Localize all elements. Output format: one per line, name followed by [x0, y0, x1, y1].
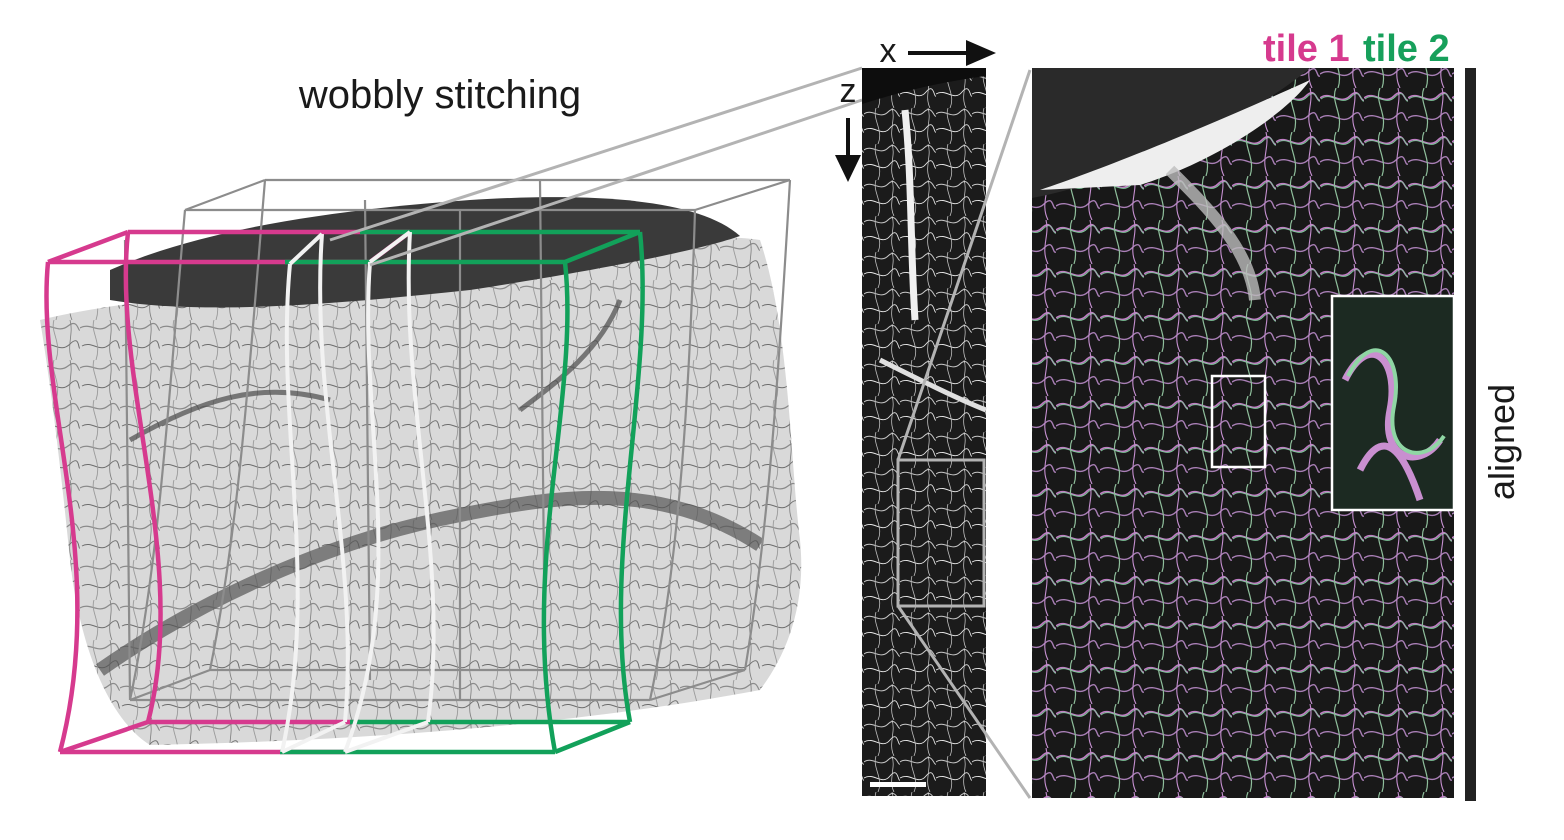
x-axis-label: x [880, 32, 897, 70]
overlap-frames [280, 230, 436, 754]
figure-title: wobbly stitching [298, 73, 581, 117]
tile1-frame [44, 229, 412, 755]
tissue-top-surface [110, 197, 740, 308]
legend: tile 1 tile 2 [1263, 28, 1450, 70]
inset-vessel-green [1346, 348, 1446, 455]
xz-section-panel [862, 68, 987, 796]
overlay-panel [1032, 68, 1456, 798]
legend-tile1: tile 1 [1263, 28, 1350, 70]
inset-vessel-magenta [1341, 350, 1443, 502]
volume-render-panel [40, 178, 802, 755]
x-arrowhead-icon [966, 40, 996, 66]
overlay-bright-surface [1032, 68, 1310, 198]
legend-tile2: tile 2 [1363, 28, 1450, 70]
overlay-large-vessel [1165, 165, 1261, 301]
tissue-volume [40, 237, 802, 745]
zoom-connectors-right [896, 69, 1032, 799]
aligned-bar [1465, 68, 1476, 801]
z-arrowhead-icon [835, 155, 861, 182]
xz-section-vessel-2 [878, 357, 987, 413]
xz-zoom-box [896, 458, 986, 608]
xz-section-vessel [901, 109, 919, 321]
aligned-label: aligned [1481, 384, 1522, 500]
tile2-frame [280, 229, 645, 755]
xz-section-image [862, 68, 986, 796]
wireframe-box [123, 178, 792, 702]
vessel-branch [128, 299, 623, 443]
axis-indicator: x z [835, 32, 996, 182]
zoom-connectors-left [329, 66, 863, 267]
overlay-selection-box [1210, 374, 1267, 469]
z-axis-label: z [840, 72, 857, 110]
xz-section-surface [862, 68, 986, 104]
scale-bar [870, 782, 926, 787]
